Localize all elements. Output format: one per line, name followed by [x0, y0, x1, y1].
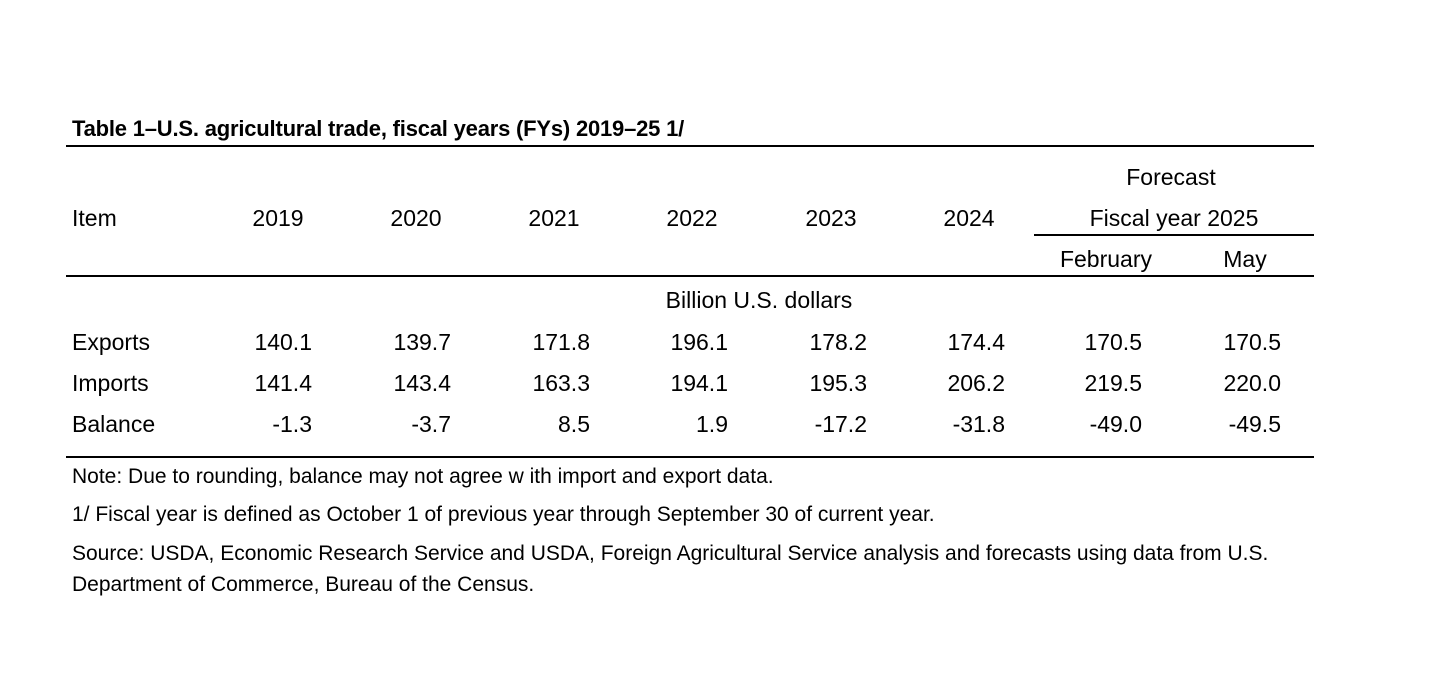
header-rule [66, 275, 1314, 277]
row-label-imports: Imports [72, 370, 149, 396]
table-cell: 195.3 [809, 370, 867, 396]
top-rule [66, 145, 1314, 147]
header-year-2021: 2021 [528, 205, 580, 231]
table-cell: 140.1 [254, 329, 312, 355]
table-cell: 174.4 [947, 329, 1005, 355]
row-label-balance: Balance [72, 411, 156, 437]
table-cell: -49.0 [1089, 411, 1142, 437]
header-year-2019: 2019 [252, 205, 304, 231]
table-cell: 1.9 [696, 411, 728, 437]
row-label-exports: Exports [72, 329, 150, 355]
note-source: Source: USDA, Economic Research Service … [72, 542, 1269, 596]
table-title: Table 1–U.S. agricultural trade, fiscal … [72, 116, 685, 141]
table-cell: -3.7 [411, 411, 451, 437]
table-cell: 178.2 [809, 329, 867, 355]
table-cell: 171.8 [532, 329, 590, 355]
table-cell: 141.4 [254, 370, 312, 396]
header-forecast: Forecast [1126, 164, 1216, 190]
table-cell: 196.1 [670, 329, 728, 355]
table-cell: 194.1 [670, 370, 728, 396]
note-fiscal-year: 1/ Fiscal year is defined as October 1 o… [72, 503, 935, 526]
header-year-2022: 2022 [666, 205, 718, 231]
header-year-2020: 2020 [390, 205, 442, 231]
table-cell: 139.7 [393, 329, 451, 355]
header-year-2023: 2023 [805, 205, 857, 231]
table-cell: 206.2 [947, 370, 1005, 396]
table-cell: 220.0 [1223, 370, 1281, 396]
bottom-rule [66, 456, 1314, 458]
table-cell: 170.5 [1084, 329, 1142, 355]
header-year-2024: 2024 [943, 205, 995, 231]
table-cell: -49.5 [1228, 411, 1281, 437]
table-cell: 170.5 [1223, 329, 1281, 355]
table-cell: 163.3 [532, 370, 590, 396]
table-cell: -31.8 [952, 411, 1005, 437]
table-cell: 143.4 [393, 370, 451, 396]
header-item: Item [72, 205, 117, 231]
table-cell: -17.2 [814, 411, 867, 437]
table-cell: 8.5 [558, 411, 590, 437]
header-fiscal-year: Fiscal year 2025 [1089, 205, 1259, 231]
forecast-subrule [1034, 234, 1314, 236]
header-may: May [1223, 246, 1267, 272]
note-rounding: Note: Due to rounding, balance may not a… [72, 465, 774, 488]
header-february: February [1059, 246, 1153, 272]
unit-label: Billion U.S. dollars [665, 287, 853, 313]
table-cell: -1.3 [272, 411, 312, 437]
table-cell: 219.5 [1084, 370, 1142, 396]
